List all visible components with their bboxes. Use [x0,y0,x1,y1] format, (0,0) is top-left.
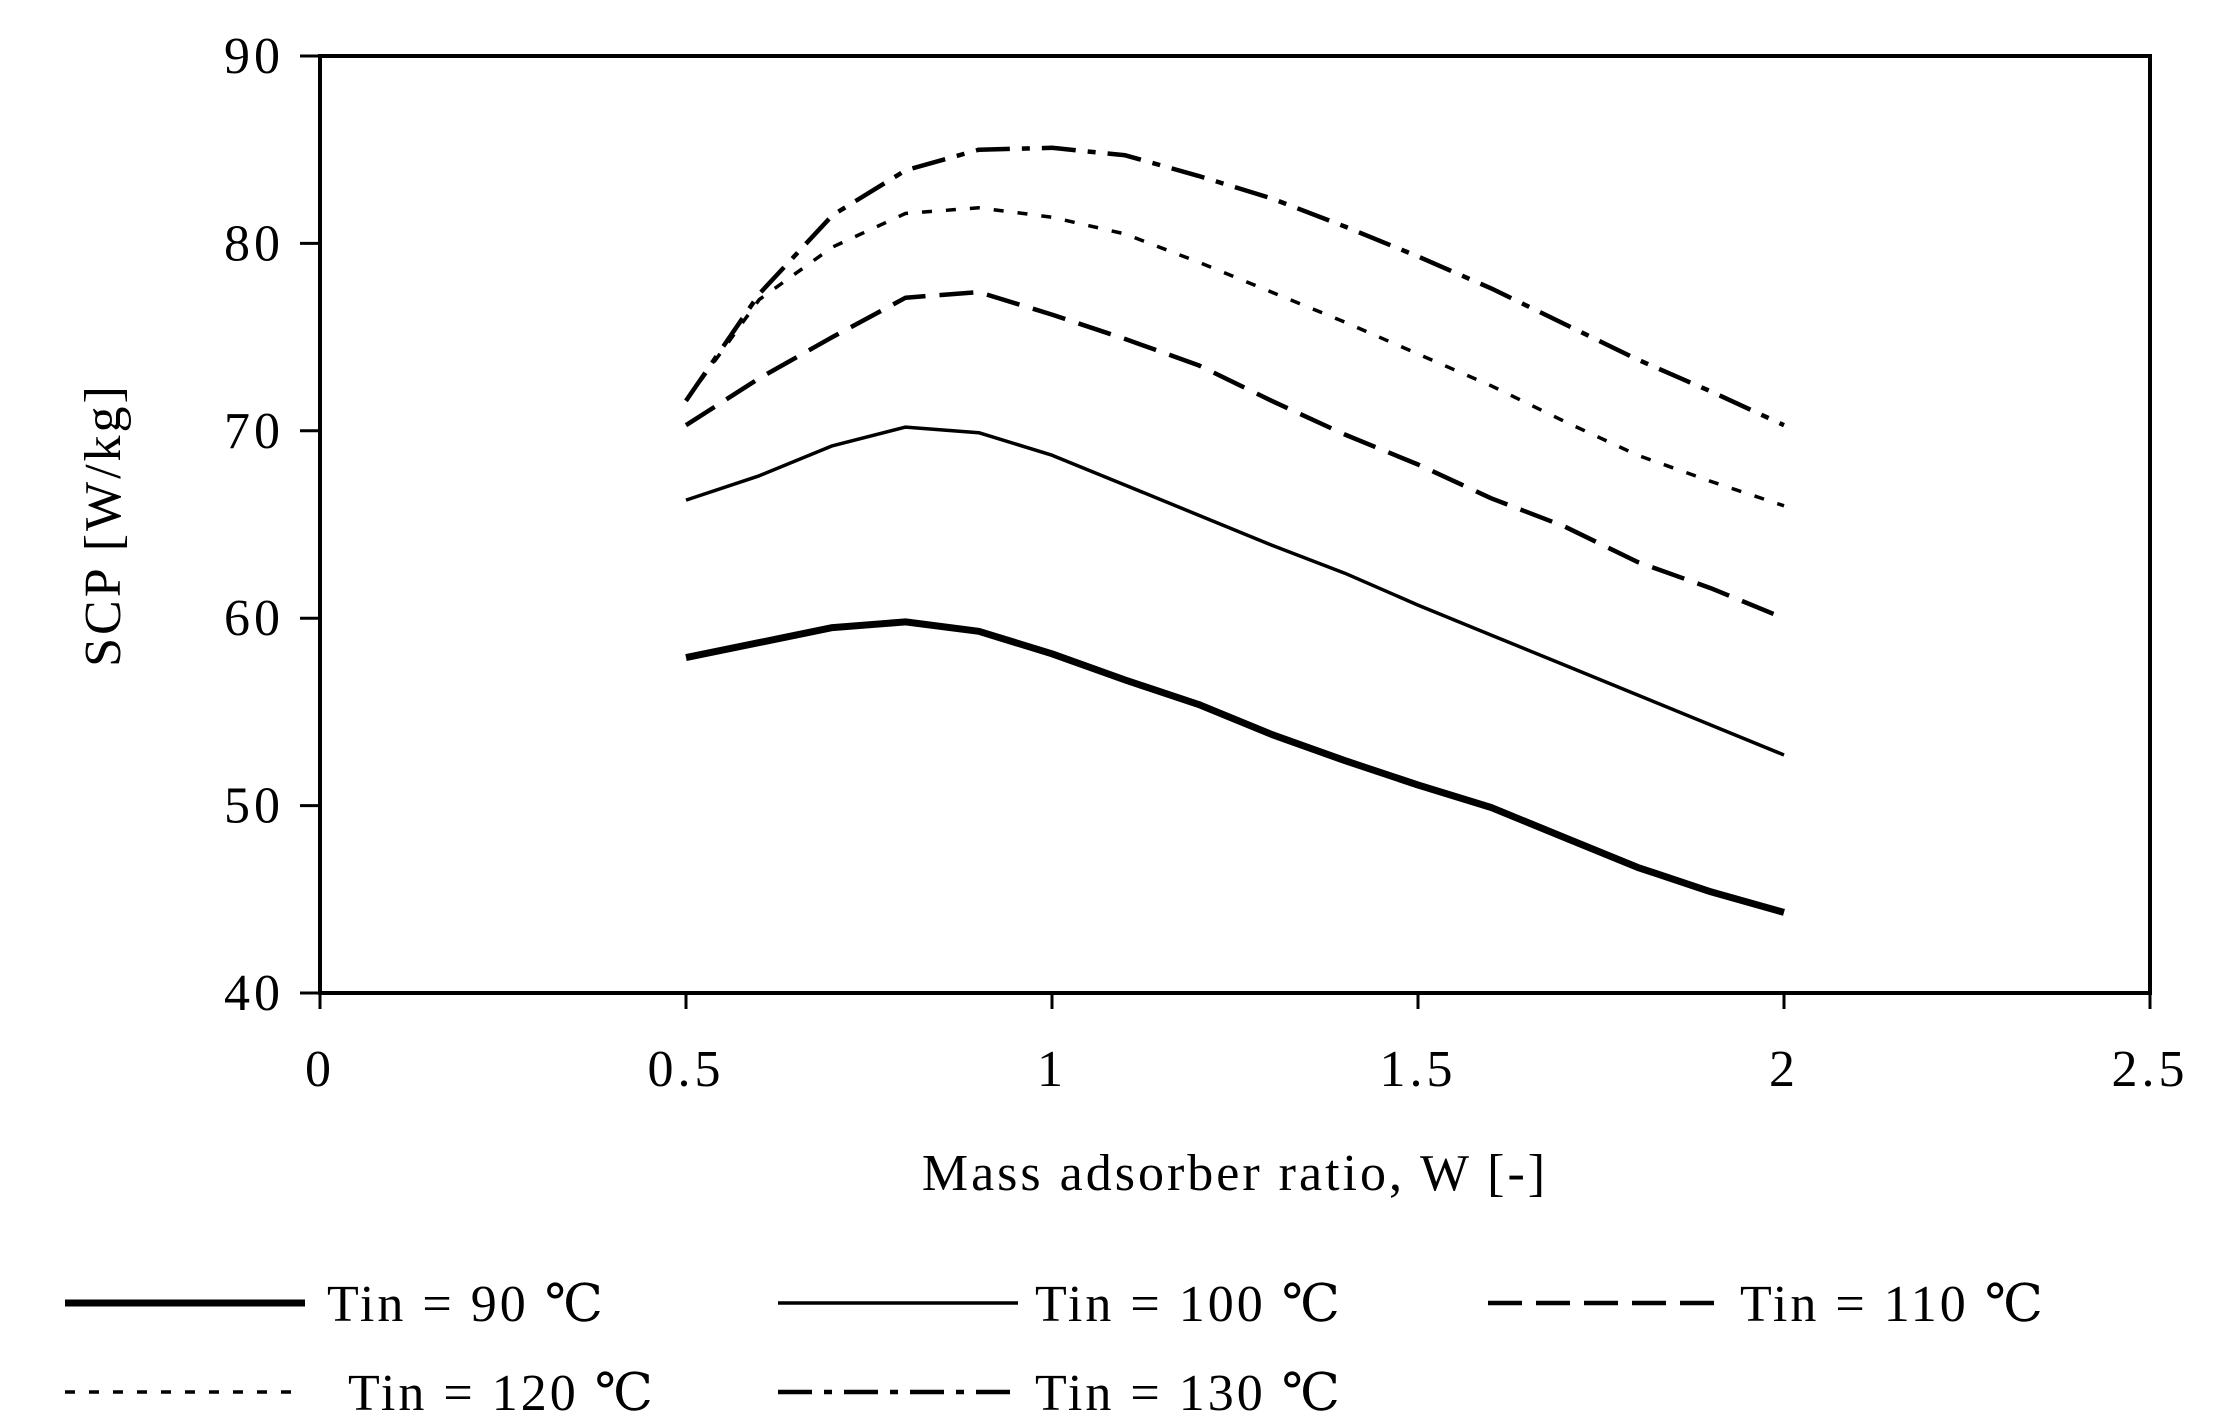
x-tick-label: 1.5 [1380,1041,1457,1098]
x-tick-label: 0 [305,1041,335,1098]
series-line-3 [684,206,1785,508]
x-tick-label: 0.5 [648,1041,725,1098]
legend-label-2: Tin = 110 ℃ [1740,1276,2046,1333]
series-layer [684,145,1785,916]
y-tick-label: 80 [224,215,284,272]
x-axis-ticks: 0 0.5 1 1.5 2 2.5 [305,993,2189,1098]
x-tick-label: 2.5 [2112,1041,2189,1098]
series-line-0 [685,618,1785,916]
y-tick-label: 90 [224,28,284,85]
y-tick-label: 70 [224,403,284,460]
y-tick-label: 40 [224,965,284,1022]
y-axis-ticks: 40 50 60 70 80 90 [224,28,320,1022]
x-axis-title: Mass adsorber ratio, W [-] [922,1145,1548,1202]
series-line-4 [684,145,1785,428]
legend-label-4: Tin = 130 ℃ [1035,1365,1343,1420]
plot-area-frame [318,54,2152,995]
y-tick-label: 60 [224,590,284,647]
series-line-2 [684,289,1785,621]
x-tick-label: 1 [1037,1041,1067,1098]
legend-label-0: Tin = 90 ℃ [327,1276,606,1333]
x-tick-label: 2 [1769,1041,1799,1098]
legend-label-3: Tin = 120 ℃ [348,1365,656,1420]
y-axis-title: SCP [W/kg] [75,383,132,667]
legend-label-1: Tin = 100 ℃ [1035,1276,1343,1333]
legend: Tin = 90 ℃ Tin = 100 ℃ Tin = 110 ℃ Tin = 12… [65,1276,2046,1420]
y-tick-label: 50 [224,778,284,835]
series-line-1 [685,425,1785,757]
